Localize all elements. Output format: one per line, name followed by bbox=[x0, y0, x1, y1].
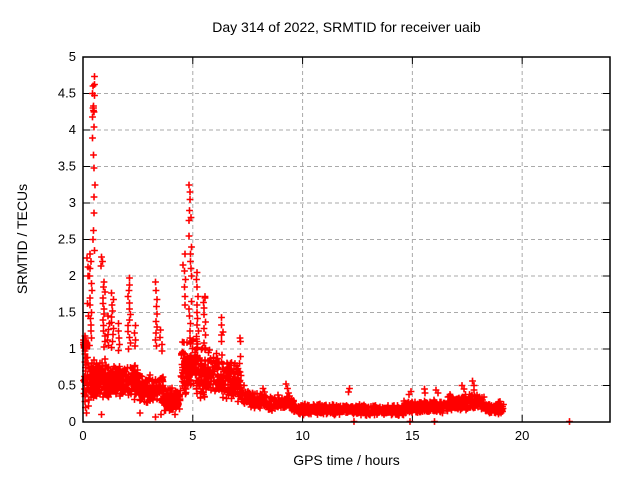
svg-text:0: 0 bbox=[69, 414, 76, 429]
svg-text:4.5: 4.5 bbox=[58, 86, 76, 101]
tick-labels: 0 5 10 15 20 0 0.5 1 1.5 2 2.5 3 3.5 4 4.5 5 bbox=[58, 49, 529, 443]
svg-text:10: 10 bbox=[295, 428, 309, 443]
x-axis-label: GPS time / hours bbox=[293, 452, 400, 468]
svg-text:0: 0 bbox=[79, 428, 86, 443]
svg-text:5: 5 bbox=[189, 428, 196, 443]
svg-text:2.5: 2.5 bbox=[58, 232, 76, 247]
scatter-points bbox=[80, 73, 573, 425]
svg-text:0.5: 0.5 bbox=[58, 378, 76, 393]
svg-text:3.5: 3.5 bbox=[58, 159, 76, 174]
svg-text:5: 5 bbox=[69, 49, 76, 64]
chart-title: Day 314 of 2022, SRMTID for receiver uai… bbox=[212, 19, 481, 35]
y-axis-label: SRMTID / TECUs bbox=[14, 183, 30, 295]
svg-text:2: 2 bbox=[69, 268, 76, 283]
grid-lines bbox=[83, 57, 610, 422]
plot-border bbox=[82, 56, 611, 423]
svg-text:15: 15 bbox=[405, 428, 419, 443]
svg-text:20: 20 bbox=[515, 428, 529, 443]
svg-text:1.5: 1.5 bbox=[58, 305, 76, 320]
scatter-points-path bbox=[80, 73, 573, 425]
svg-text:1: 1 bbox=[69, 341, 76, 356]
svg-text:4: 4 bbox=[69, 122, 76, 137]
svg-text:3: 3 bbox=[69, 195, 76, 210]
